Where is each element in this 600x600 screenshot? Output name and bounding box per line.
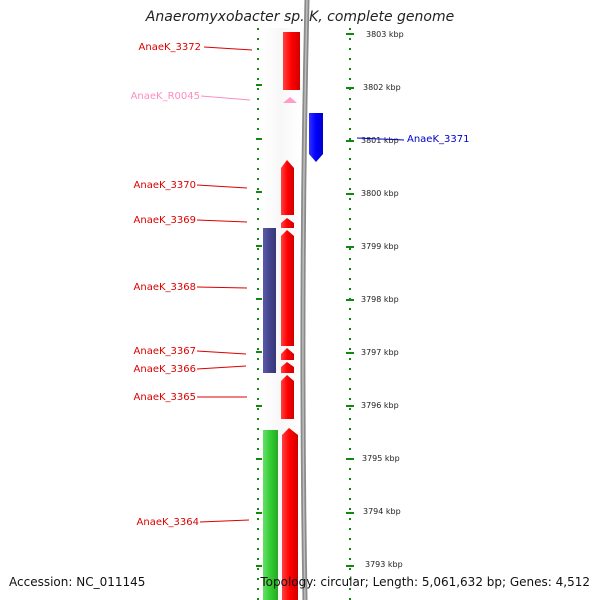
gene-anaek-r0045[interactable]	[283, 97, 297, 103]
leader-line-anaek-3370	[196, 184, 248, 189]
feature-bar-blue	[263, 228, 276, 373]
kbp-label: 3801 kbp	[361, 136, 399, 145]
gene-anaek-3370[interactable]	[281, 160, 294, 215]
accession-label: Accession: NC_011145	[9, 575, 146, 589]
gene-anaek-3371[interactable]	[309, 113, 323, 162]
feature-bar-green	[263, 430, 278, 600]
leader-line-anaek-3364	[199, 519, 250, 523]
leader-line-anaek-3367	[196, 350, 247, 355]
gene-anaek-3372[interactable]	[283, 32, 300, 90]
leader-line-anaek-r0045	[200, 95, 251, 101]
kbp-label: 3794 kbp	[363, 507, 401, 516]
gene-label-anaek-r0045[interactable]: AnaeK_R0045	[131, 91, 200, 102]
gene-label-anaek-3366[interactable]: AnaeK_3366	[134, 364, 196, 375]
gene-label-anaek-3372[interactable]: AnaeK_3372	[139, 42, 201, 53]
kbp-label: 3799 kbp	[361, 242, 399, 251]
gene-anaek-3364[interactable]	[282, 428, 298, 600]
gene-anaek-3367[interactable]	[281, 348, 294, 360]
kbp-label: 3803 kbp	[366, 30, 404, 39]
gene-label-anaek-3370[interactable]: AnaeK_3370	[134, 180, 196, 191]
gene-label-anaek-3365[interactable]: AnaeK_3365	[134, 392, 196, 403]
gene-label-anaek-3369[interactable]: AnaeK_3369	[134, 215, 196, 226]
gene-anaek-3366[interactable]	[281, 362, 294, 373]
kbp-label: 3795 kbp	[362, 454, 400, 463]
gene-label-anaek-3367[interactable]: AnaeK_3367	[134, 346, 196, 357]
leader-line-anaek-3368	[196, 286, 248, 289]
leader-line-anaek-3366	[196, 365, 247, 370]
gene-label-anaek-3364[interactable]: AnaeK_3364	[137, 517, 199, 528]
gene-label-anaek-3371[interactable]: AnaeK_3371	[407, 134, 469, 145]
kbp-label: 3793 kbp	[365, 560, 403, 569]
genome-summary: Topology: circular; Length: 5,061,632 bp…	[260, 575, 590, 589]
leader-line-anaek-3371	[356, 137, 405, 141]
kbp-label: 3802 kbp	[363, 83, 401, 92]
kbp-label: 3798 kbp	[361, 295, 399, 304]
gene-anaek-3368[interactable]	[281, 230, 294, 346]
gene-label-anaek-3368[interactable]: AnaeK_3368	[134, 282, 196, 293]
map-title: Anaeromyxobacter sp. K, complete genome	[145, 9, 455, 25]
kbp-label: 3796 kbp	[361, 401, 399, 410]
leader-line-anaek-3369	[196, 219, 248, 223]
gene-anaek-3369[interactable]	[281, 218, 294, 228]
right-ruler	[346, 28, 354, 600]
leader-line-anaek-3372	[203, 46, 253, 51]
gene-anaek-3365[interactable]	[281, 375, 294, 419]
kbp-label: 3800 kbp	[361, 189, 399, 198]
left-ruler	[256, 28, 262, 600]
kbp-label: 3797 kbp	[361, 348, 399, 357]
